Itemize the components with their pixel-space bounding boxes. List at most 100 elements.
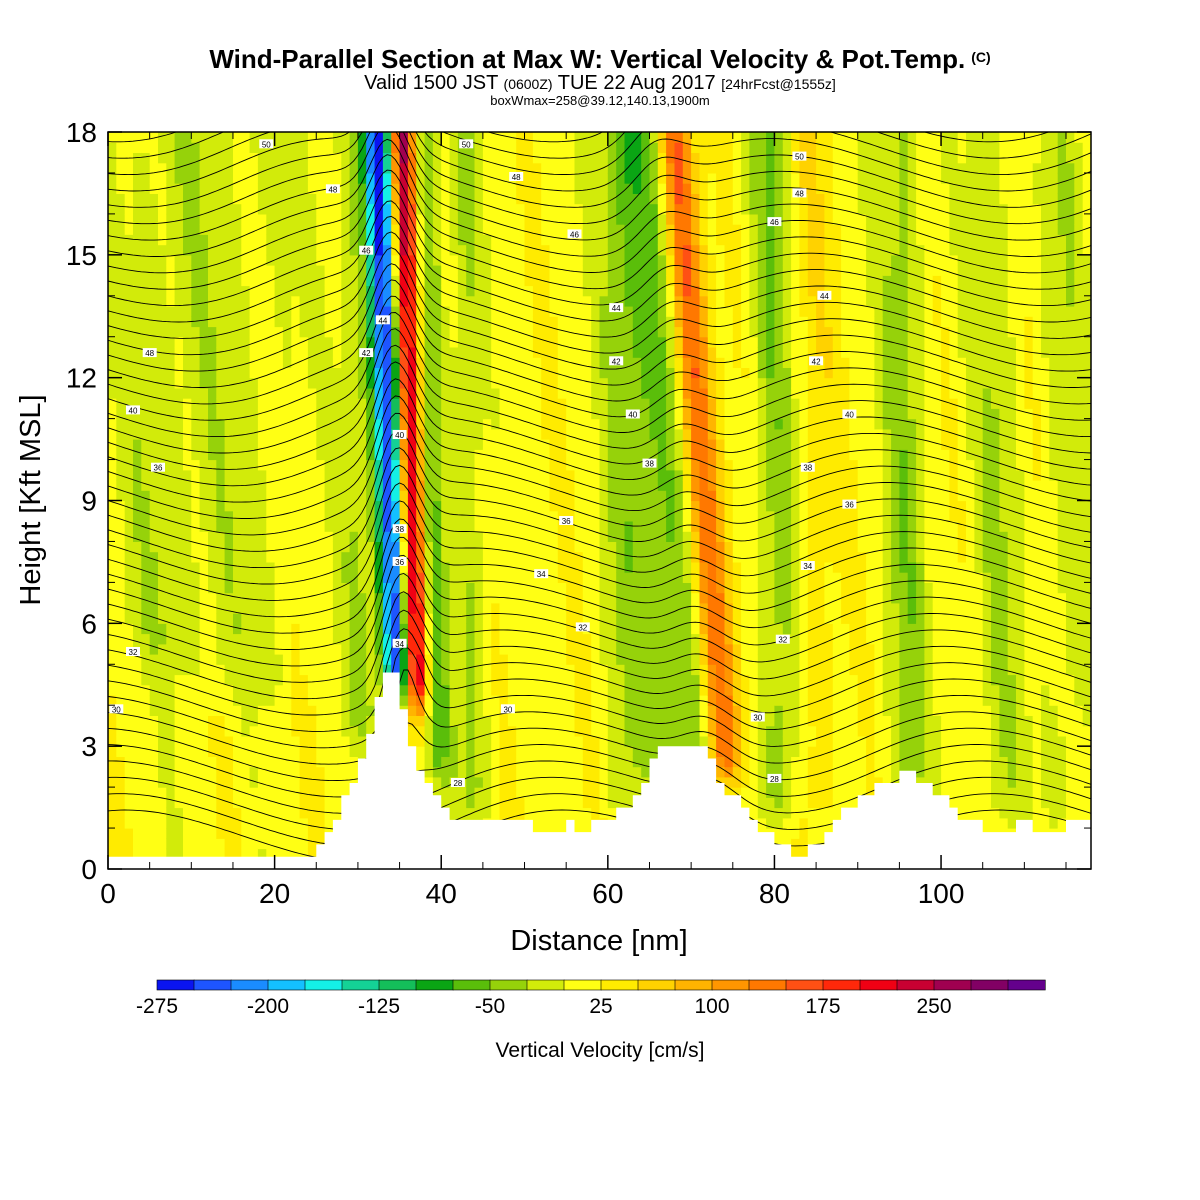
heatmap-cell xyxy=(466,787,476,798)
heatmap-cell xyxy=(282,285,292,297)
heatmap-cell xyxy=(599,142,609,153)
heatmap-cell xyxy=(541,592,551,604)
heatmap-cell xyxy=(349,387,359,399)
heatmap-cell xyxy=(341,643,351,655)
heatmap-cell xyxy=(557,295,567,307)
heatmap-cell xyxy=(591,766,601,778)
heatmap-cell xyxy=(266,797,276,809)
heatmap-cell xyxy=(632,265,642,276)
heatmap-cell xyxy=(516,387,526,399)
heatmap-cell xyxy=(474,336,484,348)
heatmap-cell xyxy=(108,326,117,338)
heatmap-cell xyxy=(482,776,492,788)
heatmap-cell xyxy=(166,654,176,665)
heatmap-cell xyxy=(216,541,226,553)
heatmap-cell xyxy=(341,234,351,246)
heatmap-cell xyxy=(274,684,284,696)
heatmap-cell xyxy=(299,357,309,368)
heatmap-cell xyxy=(233,613,242,624)
heatmap-cell xyxy=(183,244,192,256)
heatmap-cell xyxy=(174,142,184,153)
heatmap-cell xyxy=(166,623,176,635)
heatmap-cell xyxy=(499,275,509,287)
heatmap-cell xyxy=(366,326,376,338)
heatmap-cell xyxy=(307,633,317,645)
heatmap-cell xyxy=(282,224,292,235)
heatmap-cell xyxy=(607,244,617,256)
heatmap-cell xyxy=(249,848,259,860)
heatmap-cell xyxy=(424,265,434,276)
heatmap-cell xyxy=(191,848,201,860)
heatmap-cell xyxy=(449,623,459,635)
heatmap-cell xyxy=(332,541,342,553)
heatmap-cell xyxy=(158,142,167,153)
heatmap-cell xyxy=(133,306,142,317)
heatmap-cell xyxy=(624,531,634,542)
heatmap-cell xyxy=(141,828,151,839)
heatmap-cell xyxy=(316,326,326,338)
heatmap-cell xyxy=(516,551,526,563)
heatmap-cell xyxy=(499,254,509,266)
heatmap-cell xyxy=(516,377,526,389)
heatmap-cell xyxy=(566,213,576,225)
heatmap-cell xyxy=(499,295,509,307)
heatmap-cell xyxy=(616,480,626,491)
heatmap-cell xyxy=(591,193,601,205)
heatmap-cell xyxy=(599,408,609,420)
heatmap-cell xyxy=(257,428,267,440)
heatmap-cell xyxy=(249,623,259,635)
heatmap-cell xyxy=(524,275,534,287)
heatmap-cell xyxy=(124,797,134,809)
heatmap-cell xyxy=(141,541,151,553)
heatmap-cell xyxy=(624,172,634,184)
heatmap-cell xyxy=(666,162,675,174)
heatmap-cell xyxy=(332,162,342,174)
heatmap-cell xyxy=(641,408,651,420)
heatmap-cell xyxy=(624,623,634,635)
heatmap-cell xyxy=(432,183,442,194)
heatmap-cell xyxy=(324,756,334,768)
heatmap-cell xyxy=(224,275,234,287)
heatmap-cell xyxy=(466,152,476,164)
heatmap-cell xyxy=(116,142,126,153)
heatmap-cell xyxy=(199,142,209,153)
heatmap-cell xyxy=(282,480,292,491)
heatmap-cell xyxy=(532,336,542,348)
heatmap-cell xyxy=(441,244,451,256)
heatmap-cell xyxy=(599,602,609,614)
heatmap-cell xyxy=(299,510,309,522)
heatmap-cell xyxy=(233,439,242,450)
heatmap-cell xyxy=(516,592,526,604)
heatmap-cell xyxy=(399,449,409,461)
heatmap-cell xyxy=(624,725,634,737)
heatmap-cell xyxy=(233,602,242,614)
heatmap-cell xyxy=(616,265,626,276)
heatmap-cell xyxy=(666,254,675,266)
heatmap-cell xyxy=(407,643,417,655)
heatmap-cell xyxy=(216,602,226,614)
heatmap-cell xyxy=(324,490,334,502)
heatmap-cell xyxy=(374,295,384,307)
heatmap-cell xyxy=(241,654,251,665)
heatmap-cell xyxy=(616,224,626,235)
heatmap-cell xyxy=(491,387,501,399)
heatmap-cell xyxy=(108,776,117,788)
heatmap-cell xyxy=(657,418,667,430)
heatmap-cell xyxy=(432,449,442,461)
heatmap-cell xyxy=(208,142,217,153)
heatmap-cell xyxy=(133,285,142,297)
heatmap-cell xyxy=(491,684,501,696)
heatmap-cell xyxy=(233,162,242,174)
heatmap-cell xyxy=(266,347,276,358)
heatmap-cell xyxy=(307,285,317,297)
heatmap-cell xyxy=(208,828,217,839)
heatmap-cell xyxy=(591,172,601,184)
heatmap-cell xyxy=(582,787,592,798)
heatmap-cell xyxy=(432,428,442,440)
heatmap-cell xyxy=(257,633,267,645)
heatmap-cell xyxy=(432,582,442,594)
heatmap-cell xyxy=(324,684,334,696)
heatmap-cell xyxy=(424,295,434,307)
heatmap-cell xyxy=(282,848,292,860)
heatmap-cell xyxy=(116,838,126,850)
